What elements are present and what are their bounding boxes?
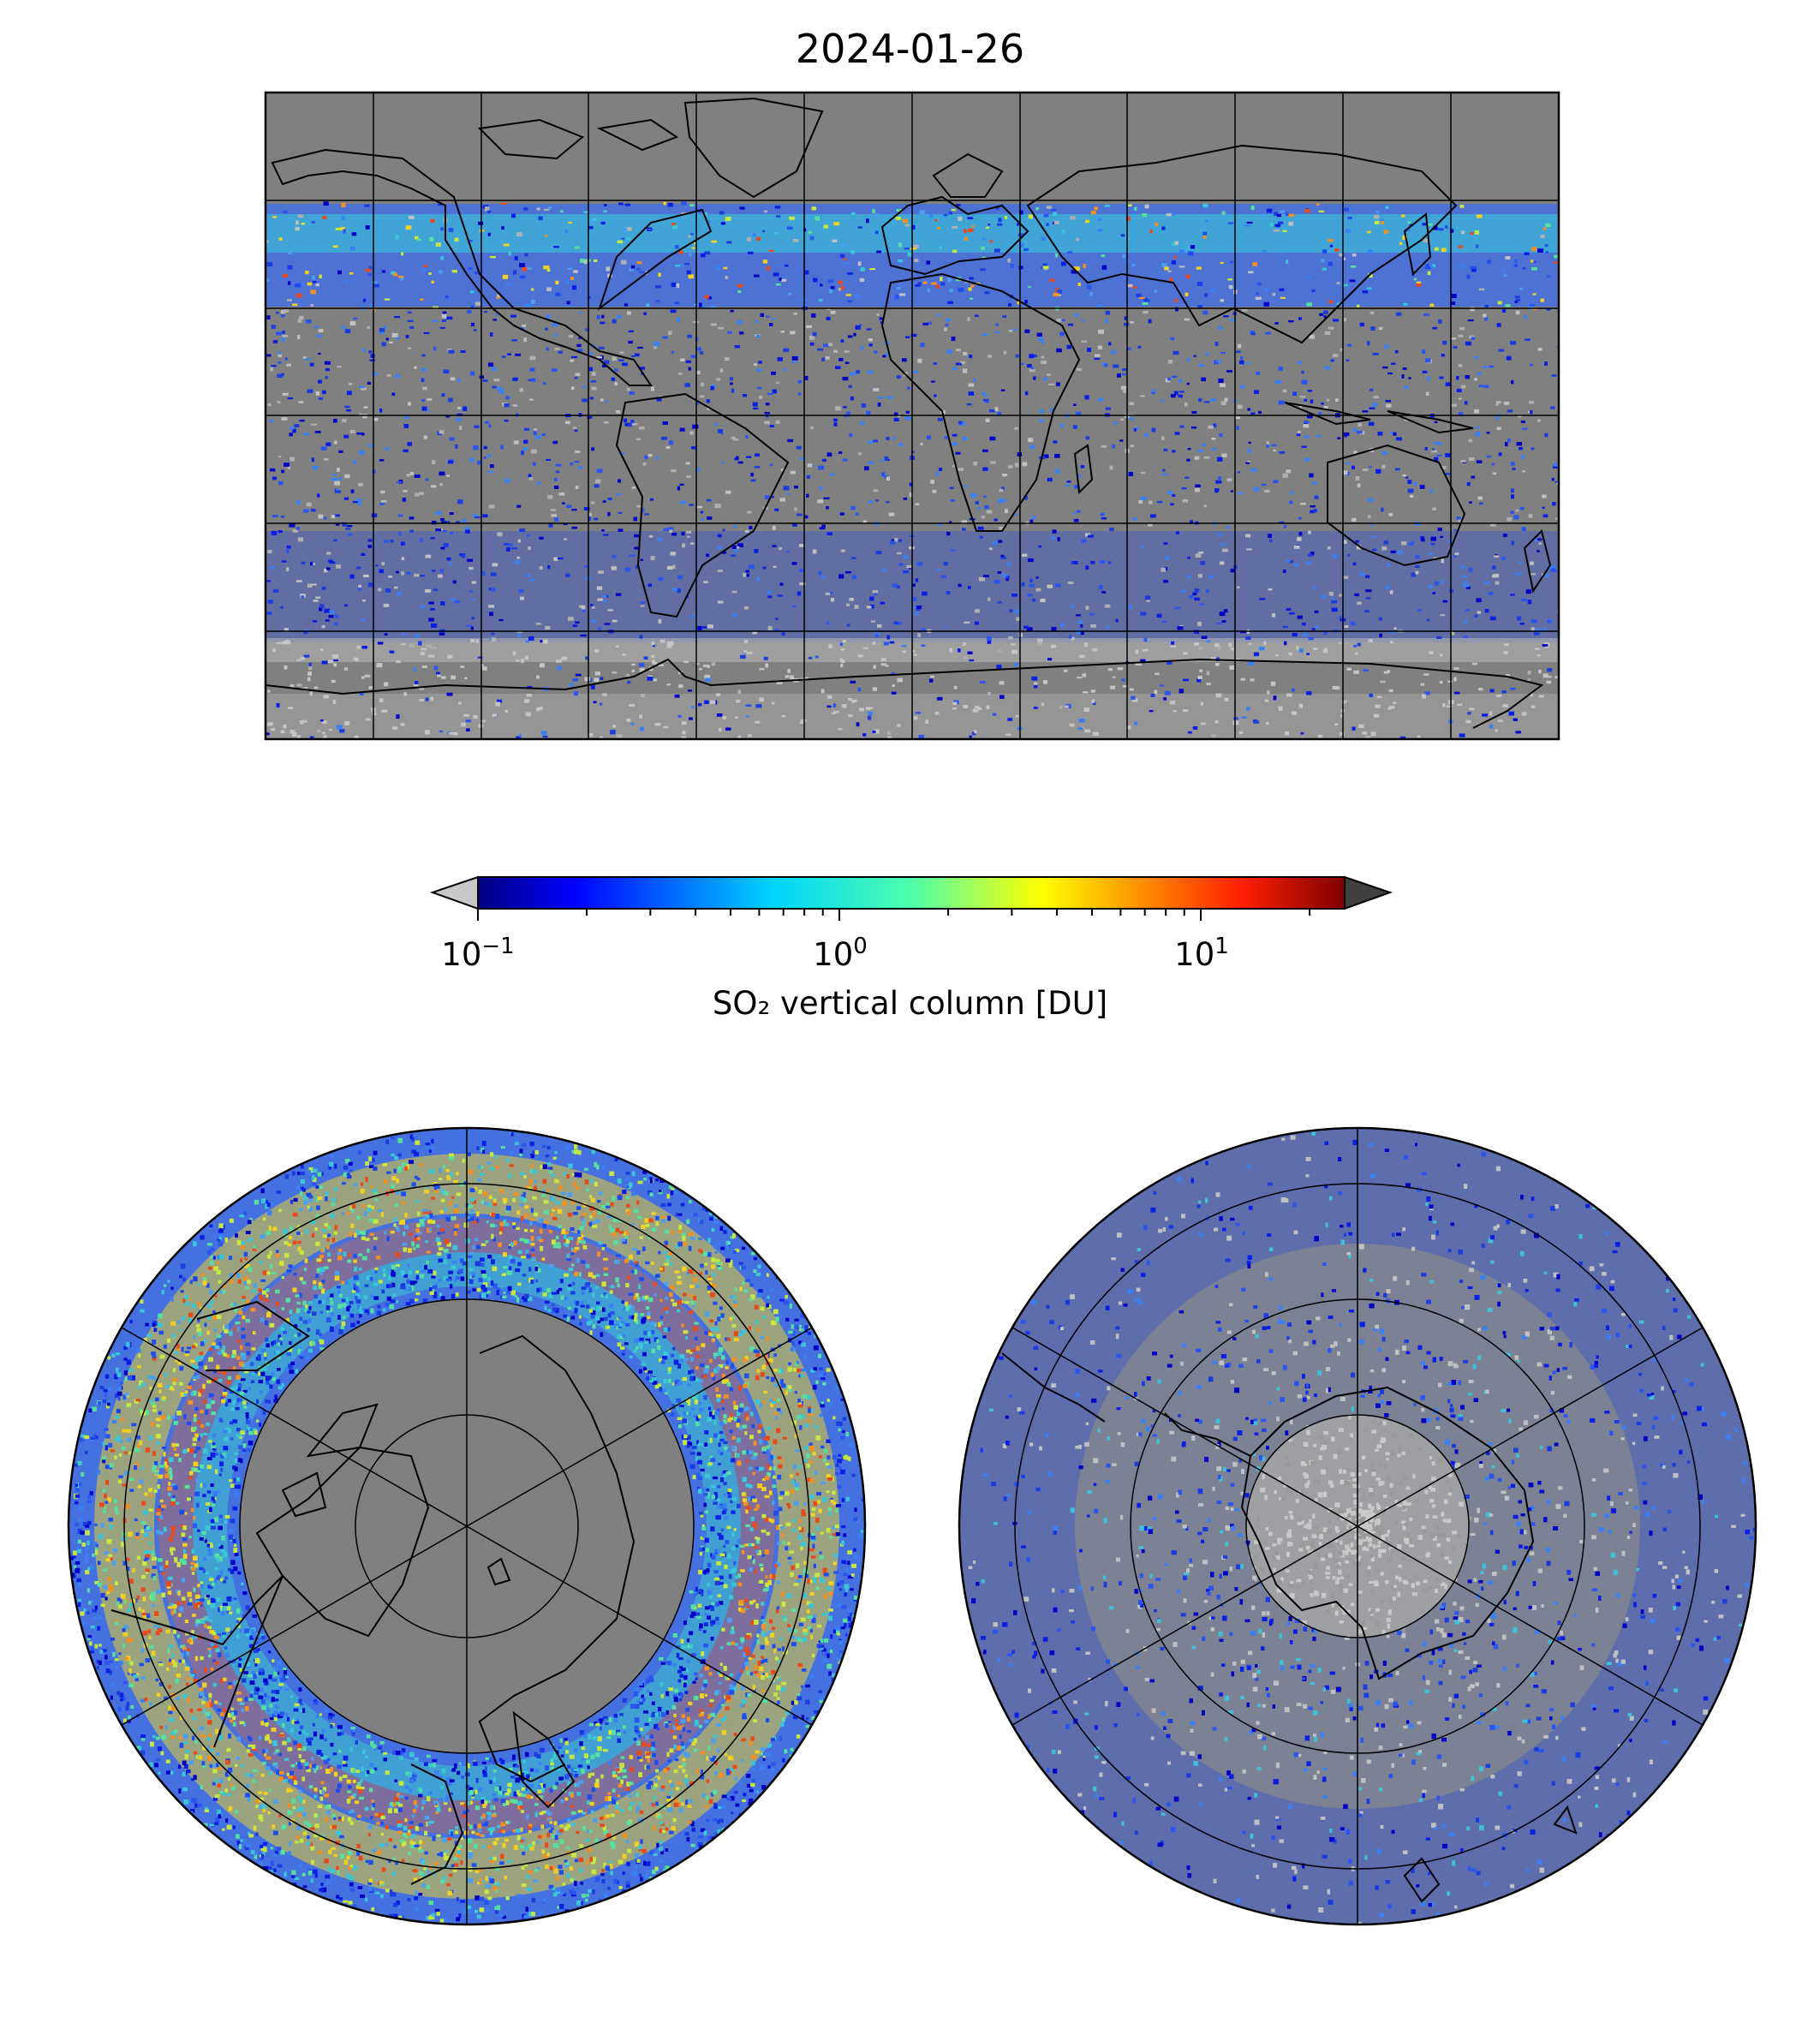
colorbar-over-extend: [1344, 875, 1393, 910]
south-speckle: [968, 1131, 1756, 1925]
south-gridlines: [1011, 1128, 1704, 1925]
global-map: [264, 91, 1560, 741]
south-polar-map: [958, 1126, 1757, 1926]
colorbar-under-extend: [429, 875, 479, 910]
colorbar-gradient: [478, 877, 1345, 909]
colorbar-tick-label-0: 10−1: [441, 934, 515, 973]
north-coastlines: [110, 1300, 636, 1885]
north-gridlines: [121, 1128, 813, 1925]
colorbar-label: SO₂ vertical column [DU]: [712, 985, 1108, 1022]
colorbar-tick-label-1: 100: [813, 934, 868, 973]
north-speckle: [70, 1131, 865, 1925]
global-gridlines: [266, 92, 1559, 739]
north-polar-map: [67, 1126, 867, 1926]
colorbar-tick-label-2: 101: [1174, 934, 1229, 973]
figure-title: 2024-01-26: [795, 26, 1025, 72]
colorbar: [429, 875, 1393, 921]
global-speckle: [266, 201, 1559, 739]
colorbar-ticks: [477, 909, 1311, 921]
